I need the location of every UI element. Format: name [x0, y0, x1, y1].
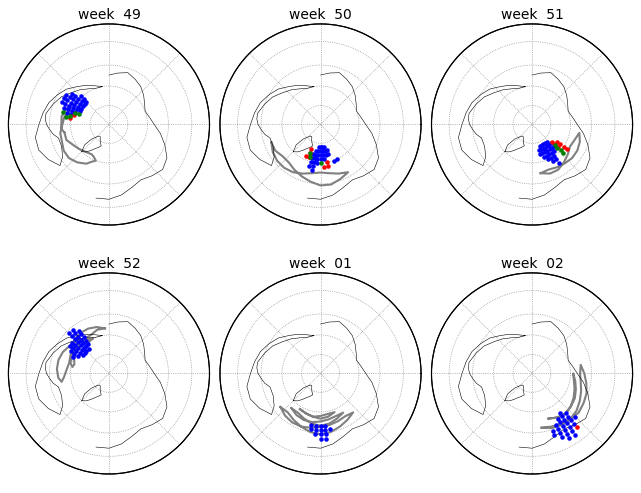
Title: week  52: week 52 — [78, 257, 140, 271]
Title: week  50: week 50 — [289, 8, 352, 22]
Title: week  01: week 01 — [289, 257, 352, 271]
Title: week  49: week 49 — [78, 8, 140, 22]
Title: week  51: week 51 — [501, 8, 563, 22]
Title: week  02: week 02 — [501, 257, 563, 271]
